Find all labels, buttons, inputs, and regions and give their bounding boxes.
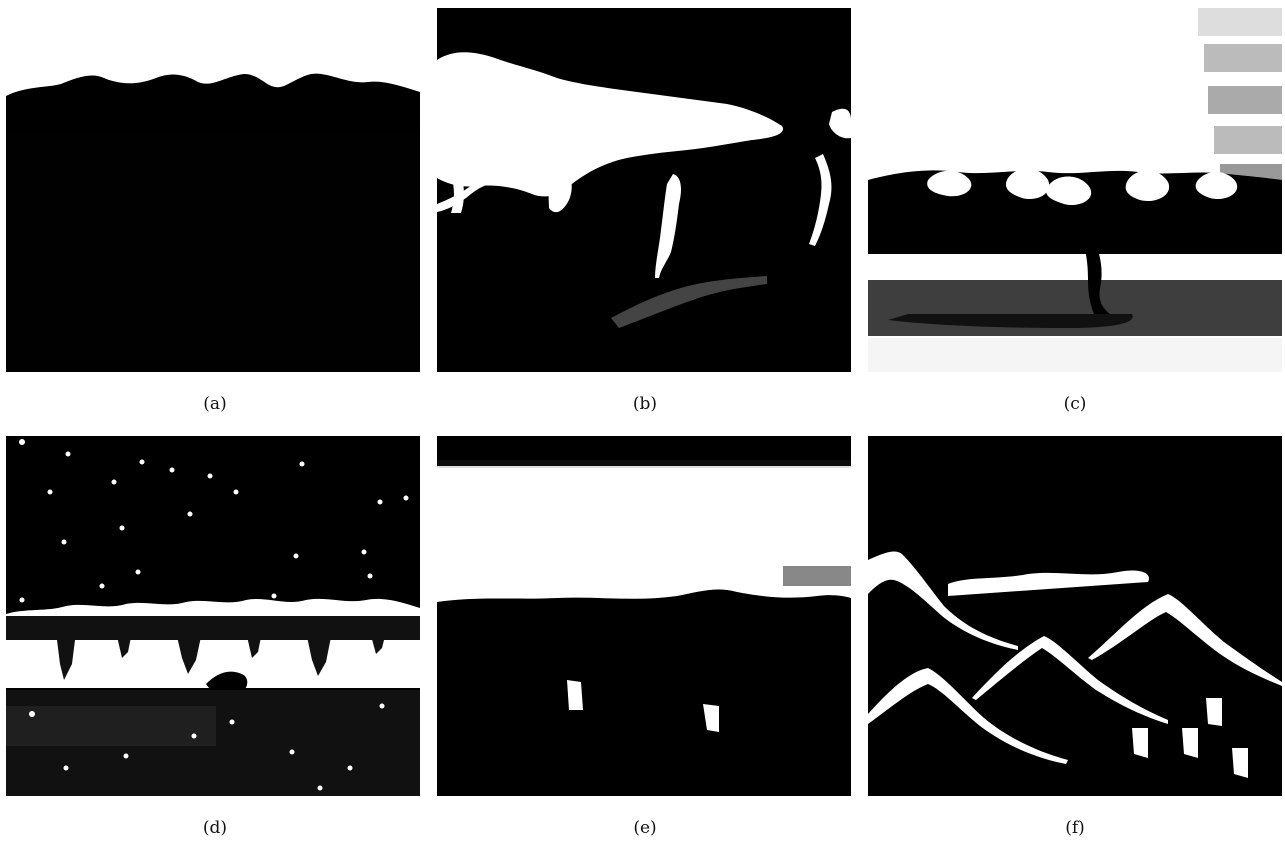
panel-c-image xyxy=(868,8,1282,372)
panel-d-graphic xyxy=(6,436,420,796)
panel-c-graphic xyxy=(868,8,1282,372)
caption-b: (b) xyxy=(632,394,658,414)
caption-c: (c) xyxy=(1063,394,1087,414)
panel-e-image xyxy=(437,436,851,796)
panel-b-image xyxy=(437,8,851,372)
caption-d: (d) xyxy=(202,818,228,838)
panel-a-image xyxy=(6,72,420,372)
caption-f: (f) xyxy=(1065,818,1085,838)
panel-f-image xyxy=(868,436,1282,796)
panel-f-graphic xyxy=(868,436,1282,796)
caption-a: (a) xyxy=(203,394,227,414)
panel-d-image xyxy=(6,436,420,796)
panel-a-graphic xyxy=(6,73,420,372)
panel-b-graphic xyxy=(437,8,851,372)
caption-e: (e) xyxy=(633,818,657,838)
panel-e-graphic xyxy=(437,436,851,796)
